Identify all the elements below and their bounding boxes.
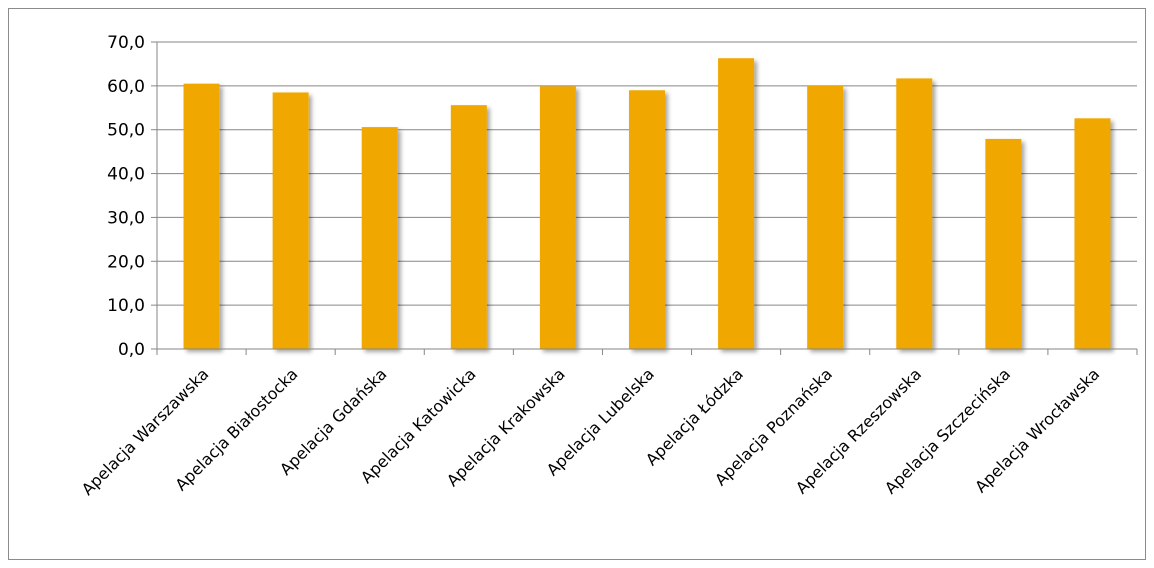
bar <box>539 86 576 349</box>
bar <box>896 78 933 349</box>
bar <box>718 58 755 349</box>
chart-frame: 0,0 10,0 20,0 30,0 40,0 50,0 60,0 70,0 Apelacja… <box>8 8 1146 560</box>
y-tick-labels: 0,0 10,0 20,0 30,0 40,0 50,0 60,0 70,0 <box>107 33 145 360</box>
bar <box>629 90 665 349</box>
y-tick-label: 10,0 <box>107 296 145 316</box>
axes <box>151 41 1138 355</box>
y-tick-label: 50,0 <box>107 121 145 141</box>
bar <box>450 105 487 349</box>
y-tick-label: 40,0 <box>107 165 145 185</box>
bar <box>807 85 844 349</box>
y-tick-label: 60,0 <box>107 77 145 97</box>
bar <box>361 127 398 349</box>
bars <box>183 58 1111 350</box>
y-tick-label: 0,0 <box>118 340 145 360</box>
y-tick-label: 70,0 <box>107 33 145 53</box>
bar <box>1074 118 1111 349</box>
bar <box>985 138 1022 349</box>
bar-chart: 0,0 10,0 20,0 30,0 40,0 50,0 60,0 70,0 Apelacja… <box>78 33 1138 499</box>
y-tick-label: 30,0 <box>107 208 145 228</box>
category-label: Apelacja Łódzka <box>642 364 747 469</box>
bar <box>183 83 220 350</box>
y-tick-label: 20,0 <box>107 252 145 272</box>
bar <box>272 92 309 349</box>
